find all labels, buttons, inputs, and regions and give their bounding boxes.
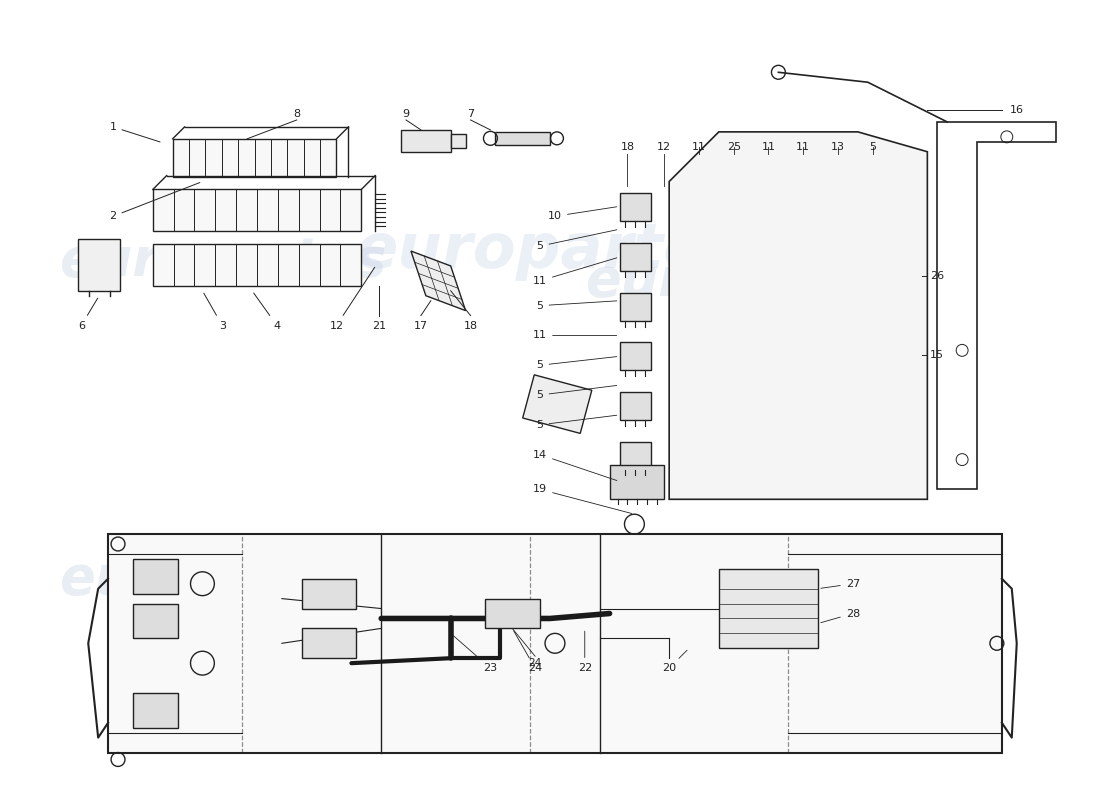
- Bar: [133, 559, 177, 594]
- Text: 17: 17: [414, 321, 428, 330]
- Bar: [153, 190, 361, 231]
- Text: 18: 18: [463, 321, 477, 330]
- Bar: [485, 598, 540, 629]
- Text: 5: 5: [537, 230, 617, 251]
- Polygon shape: [411, 251, 465, 310]
- Text: 20: 20: [662, 650, 688, 673]
- Text: 10: 10: [548, 206, 617, 222]
- Text: 14: 14: [534, 450, 617, 481]
- Bar: [619, 194, 651, 222]
- Text: 16: 16: [1010, 105, 1024, 115]
- Bar: [619, 293, 651, 321]
- Text: 24: 24: [514, 631, 542, 673]
- Text: 25: 25: [727, 142, 740, 152]
- Bar: [619, 442, 651, 470]
- Bar: [609, 465, 664, 499]
- Text: 23: 23: [453, 635, 497, 673]
- Text: 11: 11: [796, 142, 811, 152]
- Text: 12: 12: [329, 267, 375, 330]
- Bar: [522, 375, 592, 434]
- Text: europartes: europartes: [356, 614, 744, 674]
- Bar: [133, 693, 177, 728]
- Bar: [402, 130, 451, 152]
- Text: 8: 8: [294, 109, 300, 119]
- Text: 5: 5: [537, 415, 617, 430]
- Bar: [301, 578, 356, 609]
- Text: europartes: europartes: [356, 221, 744, 281]
- Bar: [108, 534, 1002, 753]
- Text: 5: 5: [537, 357, 617, 370]
- Bar: [495, 132, 550, 145]
- Text: 11: 11: [761, 142, 776, 152]
- Text: 5: 5: [537, 301, 617, 310]
- Text: europartes: europartes: [585, 255, 912, 307]
- Bar: [619, 243, 651, 271]
- Text: 13: 13: [830, 142, 845, 152]
- Text: 26: 26: [931, 271, 945, 281]
- Bar: [173, 139, 337, 177]
- Text: 1: 1: [110, 122, 161, 142]
- Text: 5: 5: [869, 142, 877, 152]
- Text: 24: 24: [528, 658, 541, 668]
- Bar: [451, 134, 465, 148]
- Text: 4: 4: [254, 293, 280, 330]
- Text: 6: 6: [78, 298, 98, 330]
- Text: 11: 11: [534, 258, 617, 286]
- Text: 15: 15: [931, 350, 944, 360]
- Text: 21: 21: [372, 321, 386, 330]
- Text: 12: 12: [657, 142, 671, 152]
- Text: 7: 7: [468, 109, 474, 119]
- Bar: [78, 239, 120, 290]
- Text: 19: 19: [534, 484, 631, 514]
- Text: europartes: europartes: [585, 553, 912, 605]
- Text: 22: 22: [578, 631, 592, 673]
- Bar: [153, 244, 361, 286]
- Text: 3: 3: [204, 293, 226, 330]
- Polygon shape: [669, 132, 927, 499]
- Text: 18: 18: [620, 142, 635, 152]
- Bar: [301, 629, 356, 658]
- Text: 9: 9: [403, 109, 409, 119]
- Text: 11: 11: [692, 142, 706, 152]
- Text: europartes: europartes: [58, 235, 386, 287]
- Bar: [619, 342, 651, 370]
- Text: 5: 5: [537, 386, 617, 400]
- Bar: [619, 392, 651, 420]
- Bar: [718, 569, 818, 648]
- Text: 27: 27: [821, 578, 860, 589]
- Text: europartes: europartes: [58, 553, 386, 605]
- Text: 28: 28: [821, 609, 860, 622]
- Text: 11: 11: [534, 330, 617, 341]
- Bar: [133, 603, 177, 638]
- Text: 2: 2: [110, 182, 200, 222]
